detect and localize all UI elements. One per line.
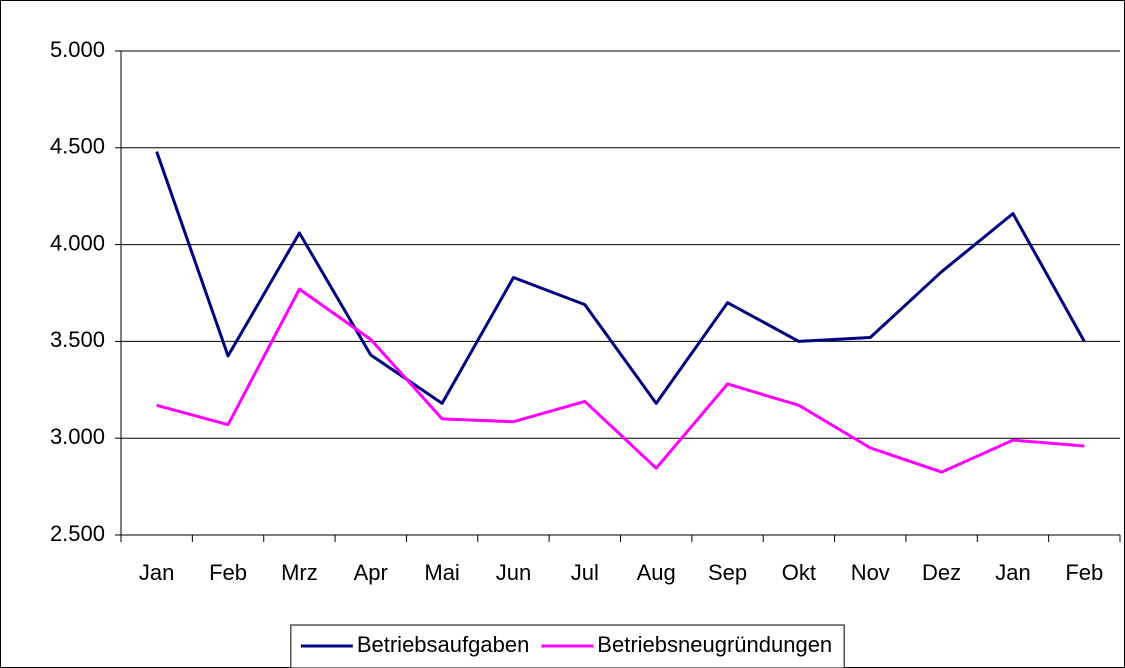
x-tick-label: Okt <box>782 560 816 585</box>
legend-label: Betriebsaufgaben <box>357 632 529 657</box>
series-line <box>155 151 1086 405</box>
x-tick-label: Sep <box>708 560 747 585</box>
y-tick-label: 3.000 <box>50 424 105 449</box>
x-tick-label: Aug <box>637 560 676 585</box>
x-tick-label: Nov <box>851 560 890 585</box>
y-tick-label: 4.000 <box>50 230 105 255</box>
x-tick-label: Mai <box>424 560 459 585</box>
legend-label: Betriebsneugründungen <box>597 632 832 657</box>
x-tick-label: Feb <box>1065 560 1103 585</box>
x-tick-label: Mrz <box>281 560 318 585</box>
y-tick-label: 4.500 <box>50 134 105 159</box>
y-tick-label: 3.500 <box>50 327 105 352</box>
legend: Betriebsaufgaben Betriebsneugründungen <box>290 624 845 668</box>
x-tick-label: Jan <box>139 560 174 585</box>
y-tick-label: 5.000 <box>50 37 105 62</box>
x-tick-label: Jul <box>571 560 599 585</box>
y-tick-label: 2.500 <box>50 521 105 546</box>
x-tick-label: Feb <box>209 560 247 585</box>
x-tick-label: Dez <box>922 560 961 585</box>
x-tick-label: Jun <box>496 560 531 585</box>
x-tick-label: Apr <box>354 560 388 585</box>
series-line <box>156 287 1085 474</box>
x-tick-label: Jan <box>995 560 1030 585</box>
